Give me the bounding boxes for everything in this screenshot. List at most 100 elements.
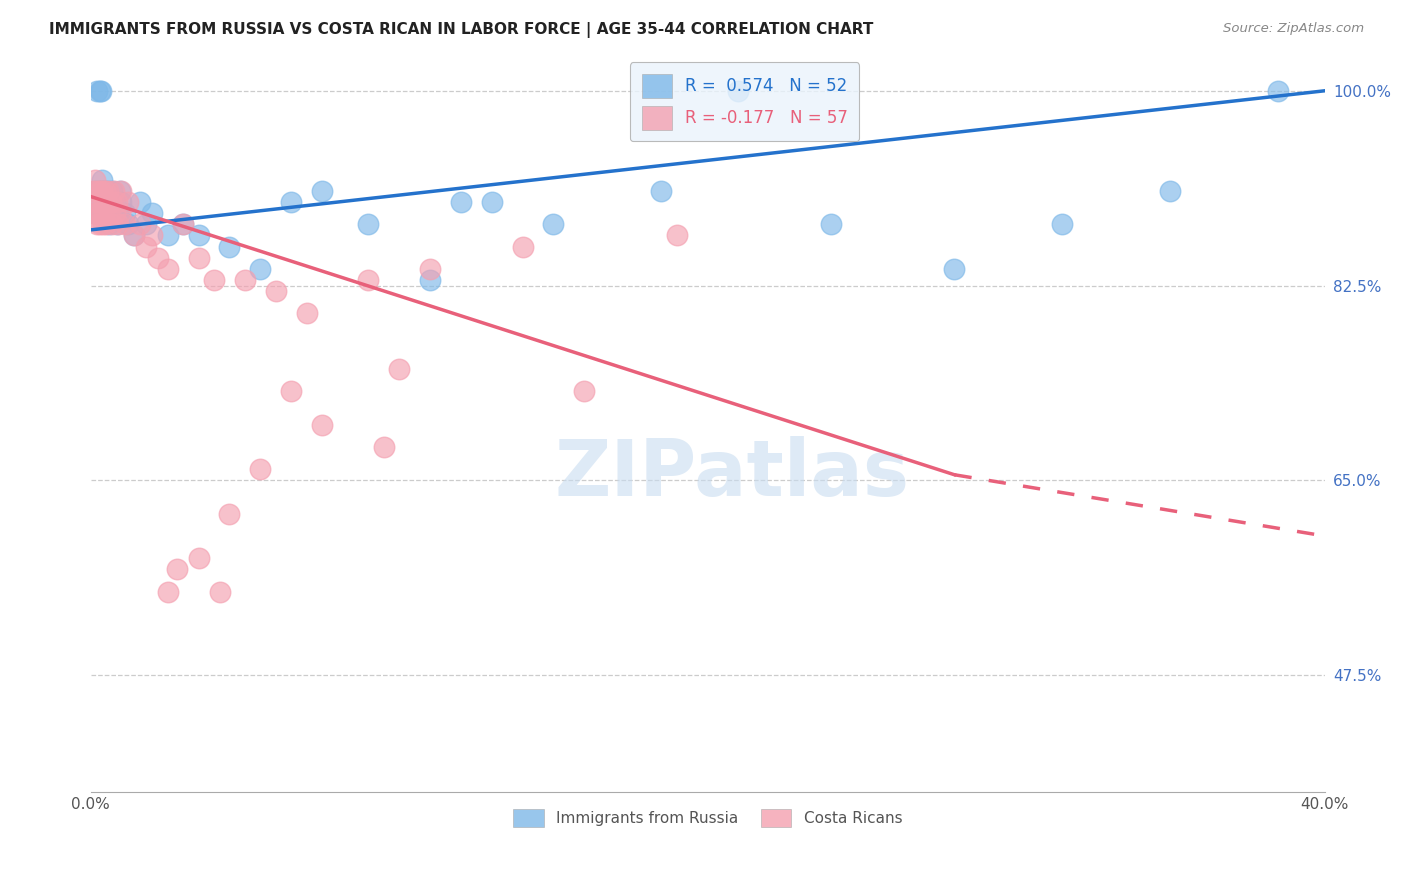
Point [156,584,179,599]
Point [148,251,170,265]
Point [419,261,441,276]
Point [91,217,114,231]
Point [249,462,271,476]
Point [86,195,108,210]
Point [97,184,120,198]
Text: ZIPatlas: ZIPatlas [555,435,910,512]
Point [110,195,132,210]
Point [1267,84,1289,98]
Point [93,195,115,210]
Point [202,273,225,287]
Point [97,184,120,198]
Point [98,217,121,231]
Point [187,228,209,243]
Point [89,184,111,198]
Point [1159,184,1181,198]
Point [141,228,163,243]
Point [101,184,124,198]
Point [218,507,240,521]
Point [93,206,115,220]
Point [135,217,157,231]
Point [91,184,114,198]
Point [187,251,209,265]
Point [481,195,503,210]
Point [373,440,395,454]
Point [90,206,112,220]
Point [94,217,117,231]
Text: Source: ZipAtlas.com: Source: ZipAtlas.com [1223,22,1364,36]
Point [122,228,145,243]
Point [87,206,110,220]
Point [233,273,256,287]
Point [89,217,111,231]
Point [96,195,118,210]
Point [280,195,302,210]
Point [295,306,318,320]
Point [357,217,380,231]
Point [100,195,122,210]
Point [114,217,136,231]
Point [98,206,121,220]
Point [543,217,565,231]
Point [156,261,179,276]
Point [105,195,128,210]
Point [114,206,136,220]
Point [135,239,157,253]
Point [141,206,163,220]
Point [110,184,132,198]
Point [83,206,105,220]
Point [172,217,194,231]
Point [104,195,127,210]
Point [311,184,333,198]
Point [86,84,108,98]
Point [86,217,108,231]
Point [82,184,104,198]
Point [107,217,129,231]
Point [218,239,240,253]
Point [91,184,114,198]
Point [450,195,472,210]
Point [90,84,112,98]
Point [117,217,139,231]
Point [574,384,596,399]
Point [89,84,111,98]
Point [94,184,117,198]
Point [419,273,441,287]
Point [129,217,152,231]
Point [117,195,139,210]
Point [187,551,209,566]
Point [665,228,688,243]
Point [87,184,110,198]
Point [91,173,114,187]
Point [357,273,380,287]
Point [512,239,534,253]
Point [820,217,842,231]
Point [84,184,107,198]
Point [280,384,302,399]
Text: IMMIGRANTS FROM RUSSIA VS COSTA RICAN IN LABOR FORCE | AGE 35-44 CORRELATION CHA: IMMIGRANTS FROM RUSSIA VS COSTA RICAN IN… [49,22,873,38]
Point [94,184,117,198]
Point [103,206,125,220]
Point [101,217,124,231]
Point [100,195,122,210]
Point [172,217,194,231]
Point [249,261,271,276]
Point [388,362,411,376]
Point [84,173,107,187]
Point [89,206,111,220]
Point [96,195,118,210]
Point [105,217,128,231]
Point [93,206,115,220]
Point [108,206,131,220]
Point [84,195,107,210]
Point [104,206,127,220]
Point [94,206,117,220]
Point [166,562,188,576]
Point [650,184,672,198]
Point [108,184,131,198]
Point [93,195,115,210]
Point [727,84,749,98]
Point [107,206,129,220]
Point [89,195,111,210]
Point [103,184,125,198]
